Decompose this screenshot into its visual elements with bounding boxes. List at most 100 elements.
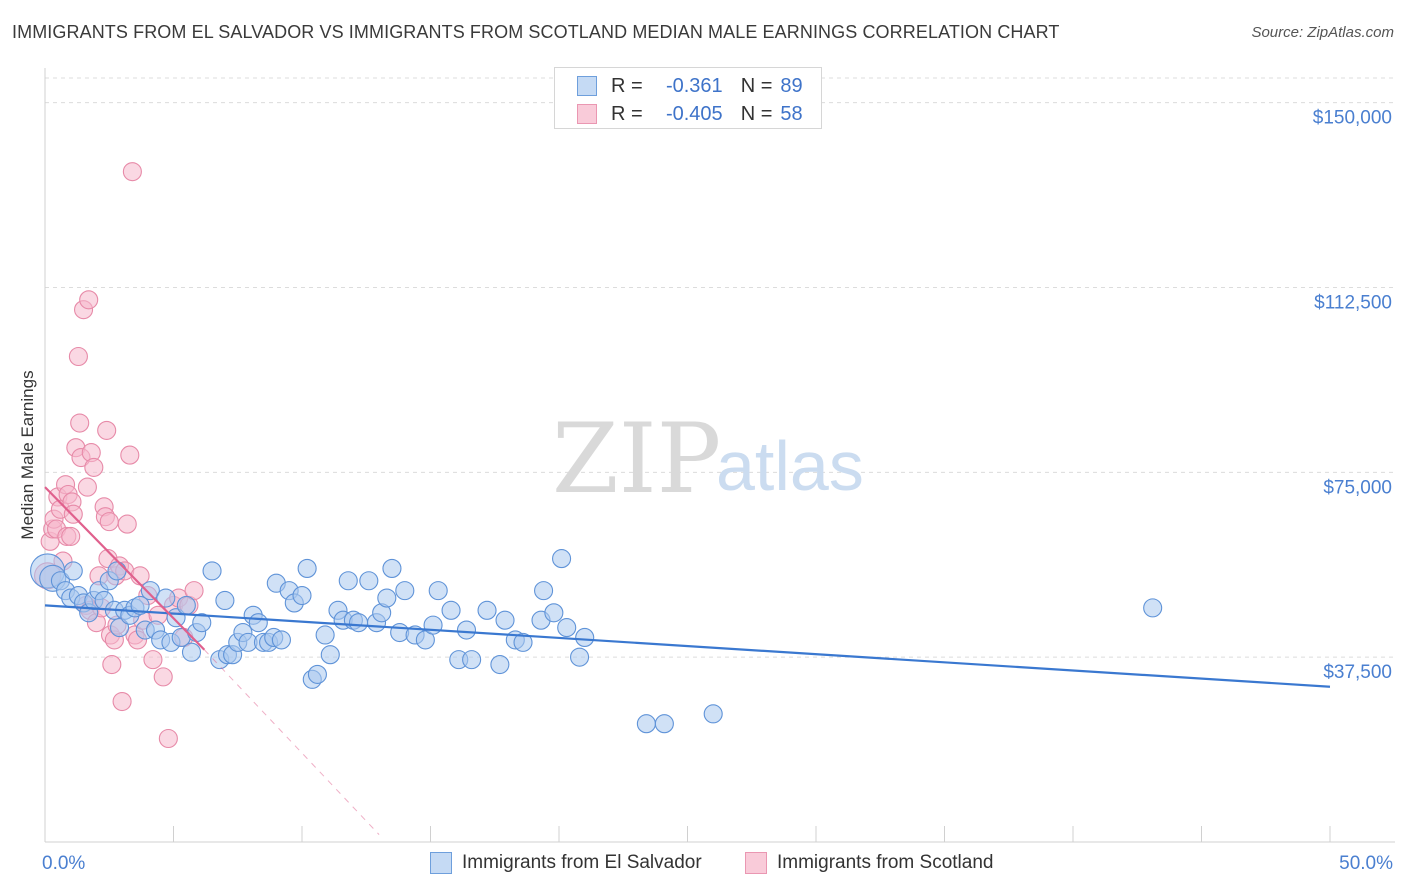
data-point — [428, 581, 448, 601]
watermark-zip: ZIP — [552, 403, 721, 515]
legend-r-value: -0.361 — [665, 74, 723, 97]
legend-n-label: N = — [740, 74, 773, 97]
data-point — [107, 561, 127, 581]
data-point — [176, 595, 196, 615]
data-point — [441, 600, 461, 620]
data-point — [477, 600, 497, 620]
data-point — [338, 571, 358, 591]
data-point — [382, 558, 402, 578]
data-point — [68, 346, 88, 367]
legend-r-value: -0.405 — [665, 102, 723, 125]
data-point — [513, 632, 533, 652]
data-point — [359, 571, 379, 591]
data-point — [557, 618, 577, 638]
data-point — [490, 655, 510, 675]
chart-title: IMMIGRANTS FROM EL SALVADOR VS IMMIGRANT… — [12, 22, 1060, 42]
series-legend-swatch-blue — [430, 852, 452, 874]
series-legend: Immigrants from El Salvador Immigrants f… — [0, 852, 1406, 878]
legend-r-label: R = — [611, 74, 643, 97]
correlation-legend: R = -0.361 N = 89 R = -0.405 N = 58 — [554, 67, 822, 129]
data-point — [77, 477, 97, 497]
data-point — [140, 581, 160, 601]
data-point — [112, 691, 132, 712]
y-tick-label: $112,500 — [1314, 292, 1392, 313]
legend-row-el-salvador: R = -0.361 N = 89 — [577, 74, 803, 98]
data-point — [377, 588, 397, 608]
y-tick-label: $75,000 — [1323, 477, 1392, 498]
chart-source: Source: ZipAtlas.com — [1251, 24, 1394, 41]
trend-line-pink — [44, 486, 206, 651]
data-point — [109, 618, 130, 638]
data-point — [120, 445, 140, 465]
data-point — [153, 667, 173, 687]
data-point — [534, 581, 554, 601]
data-point — [348, 613, 369, 633]
data-point — [181, 642, 202, 662]
trend-lines — [44, 486, 1331, 835]
data-point — [1143, 598, 1163, 618]
series-legend-label: Immigrants from El Salvador — [462, 852, 702, 873]
series-legend-scotland[interactable]: Immigrants from Scotland — [745, 852, 993, 874]
data-point — [248, 613, 268, 633]
data-point — [184, 581, 204, 601]
data-point — [297, 558, 317, 578]
data-point — [130, 595, 150, 615]
data-point — [544, 603, 564, 623]
data-point — [456, 620, 477, 640]
legend-swatch-pink — [577, 104, 597, 124]
series-legend-el-salvador[interactable]: Immigrants from El Salvador — [430, 852, 702, 874]
series-scotland-points — [34, 162, 204, 749]
data-point — [63, 561, 83, 581]
watermark: ZIP atlas — [552, 403, 864, 515]
data-point — [575, 627, 595, 647]
data-point — [315, 625, 335, 645]
data-point — [102, 655, 122, 675]
data-point — [158, 728, 178, 749]
data-point — [143, 650, 163, 670]
data-point — [703, 704, 723, 724]
data-point — [156, 588, 176, 608]
data-point — [117, 514, 137, 534]
trend-line-extension-pink — [203, 649, 380, 835]
data-point — [215, 590, 235, 611]
legend-row-scotland: R = -0.405 N = 58 — [577, 102, 803, 126]
legend-n-value: 58 — [780, 102, 803, 125]
data-point — [552, 549, 572, 569]
data-point — [636, 714, 656, 734]
y-tick-labels: $37,500 $75,000 $112,500 $150,000 — [1313, 108, 1392, 684]
data-point — [654, 714, 674, 734]
data-point — [395, 581, 415, 601]
y-tick-label: $150,000 — [1313, 108, 1392, 129]
data-point — [192, 613, 212, 633]
x-tick-label: 50.0% — [1339, 853, 1393, 874]
data-point — [570, 647, 590, 667]
data-point — [79, 290, 99, 310]
x-tick-labels: 0.0% 50.0% — [42, 853, 1393, 874]
data-point — [271, 630, 291, 650]
legend-r-label: R = — [611, 102, 643, 125]
data-point — [63, 504, 83, 524]
data-point — [202, 561, 222, 581]
watermark-atlas: atlas — [716, 427, 864, 505]
series-legend-swatch-pink — [745, 852, 767, 874]
data-point — [495, 610, 515, 630]
data-point — [84, 457, 104, 477]
data-point — [61, 526, 81, 546]
data-point — [415, 630, 435, 650]
data-point — [97, 420, 117, 440]
trend-line-blue — [44, 604, 1331, 688]
x-tick-label: 0.0% — [42, 853, 85, 874]
y-tick-label: $37,500 — [1323, 662, 1392, 683]
data-point — [462, 650, 482, 670]
legend-n-value: 89 — [780, 74, 803, 97]
data-point — [292, 585, 312, 606]
data-point — [122, 162, 142, 182]
y-axis-label: Median Male Earnings — [18, 370, 37, 539]
legend-swatch-blue — [577, 76, 597, 96]
data-point — [70, 413, 90, 433]
axes — [44, 68, 1395, 843]
series-legend-label: Immigrants from Scotland — [777, 852, 994, 873]
data-point — [99, 512, 119, 532]
gridlines — [45, 77, 1395, 658]
